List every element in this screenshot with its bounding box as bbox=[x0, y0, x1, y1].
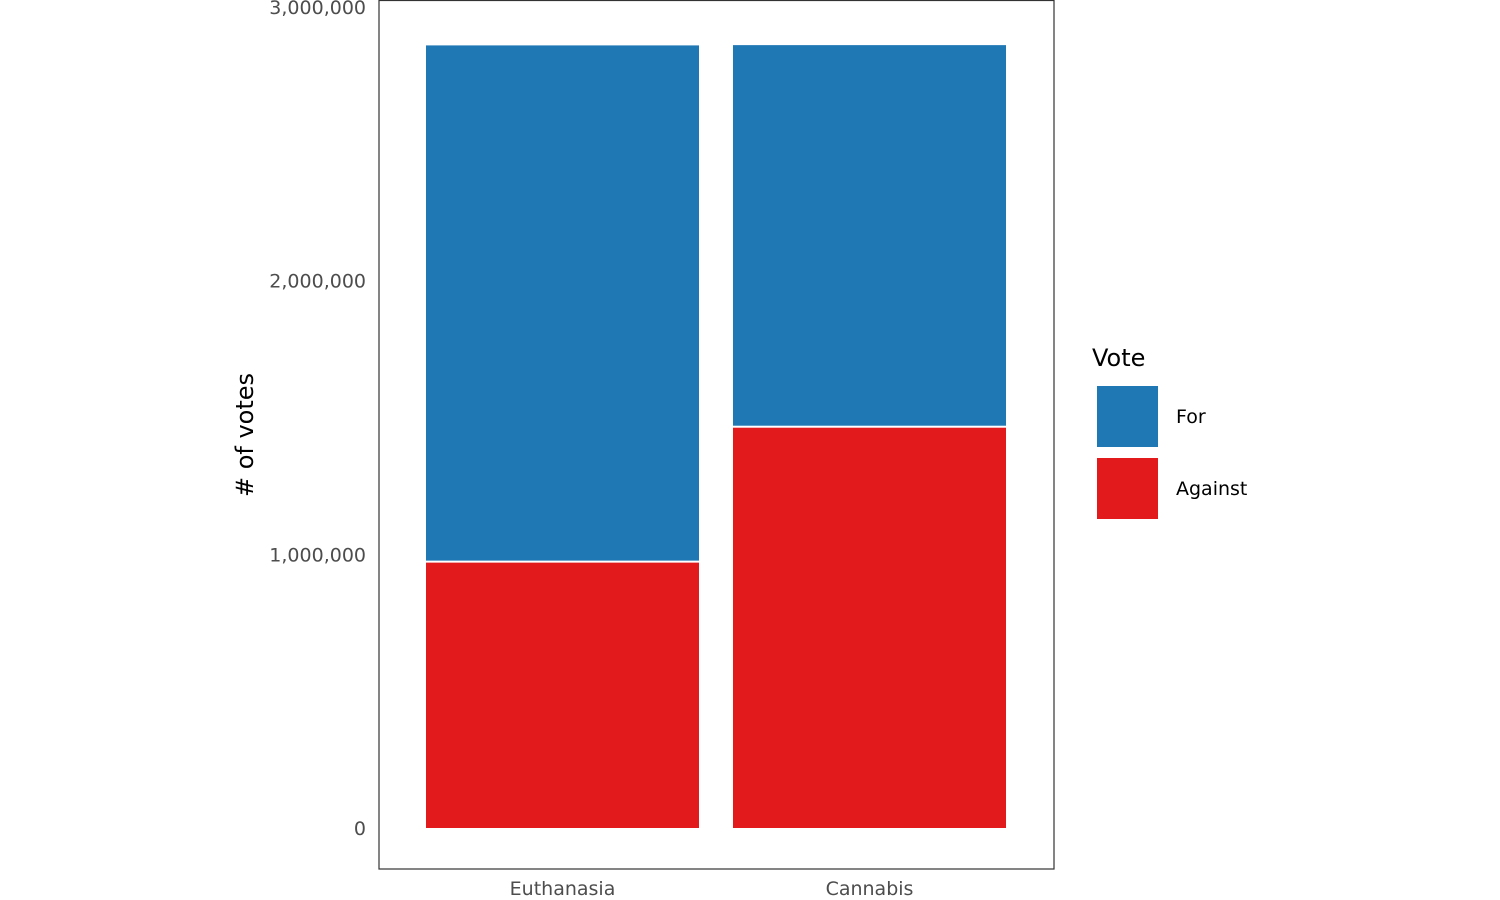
bar-cannabis-against bbox=[733, 427, 1006, 828]
legend-key-for bbox=[1097, 386, 1158, 447]
y-tick-label: 0 bbox=[354, 818, 366, 840]
bars-group bbox=[426, 45, 1006, 828]
y-tick-label: 3,000,000 bbox=[269, 0, 366, 19]
bar-euthanasia-for bbox=[426, 45, 699, 561]
x-axis-ticks: Euthanasia Cannabis bbox=[510, 878, 914, 900]
legend-title: Vote bbox=[1092, 344, 1145, 372]
x-tick-label: Cannabis bbox=[826, 878, 914, 900]
bar-cannabis-for bbox=[733, 45, 1006, 426]
legend: Vote For Against bbox=[1092, 344, 1247, 519]
y-axis-ticks: 0 1,000,000 2,000,000 3,000,000 bbox=[269, 0, 366, 840]
plot-panel-border bbox=[378, 0, 1055, 870]
legend-label-against: Against bbox=[1176, 478, 1247, 500]
legend-label-for: For bbox=[1176, 406, 1206, 428]
y-tick-label: 1,000,000 bbox=[269, 544, 366, 566]
y-tick-label: 2,000,000 bbox=[269, 271, 366, 293]
x-tick-label: Euthanasia bbox=[510, 878, 616, 900]
legend-key-against bbox=[1097, 458, 1158, 519]
y-axis-title: # of votes bbox=[231, 373, 259, 497]
bar-euthanasia-against bbox=[426, 562, 699, 828]
